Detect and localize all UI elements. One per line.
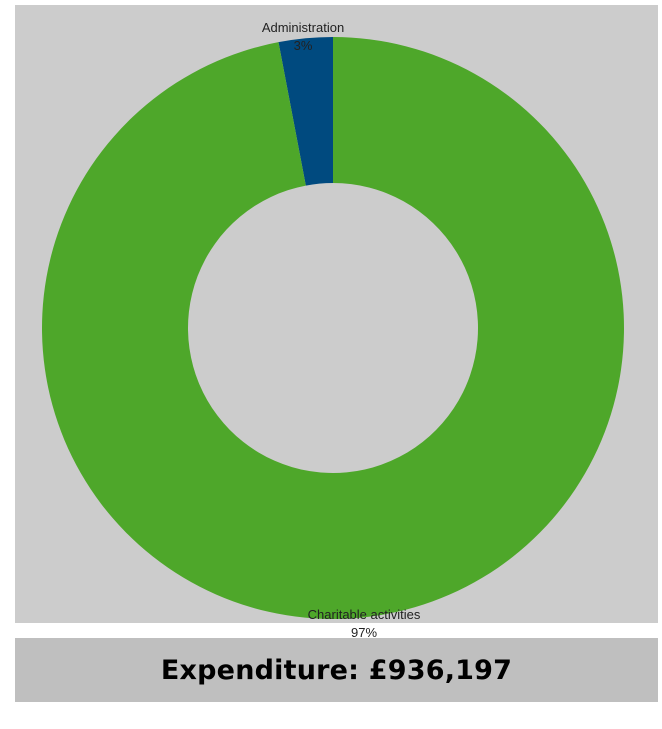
labels-group: Administration 3% Charitable activities 97% xyxy=(262,20,421,640)
slice-label-administration: Administration xyxy=(262,20,344,35)
slice-label-charitable-activities: Charitable activities xyxy=(308,607,421,622)
donut-chart: Administration 3% Charitable activities 97% xyxy=(42,20,625,640)
caption-bar: Expenditure: £936,197 xyxy=(15,638,658,702)
slice-charitable-activities xyxy=(42,37,625,619)
expenditure-caption: Expenditure: £936,197 xyxy=(160,654,513,686)
slice-administration xyxy=(278,37,333,186)
slices-group xyxy=(42,37,625,619)
slice-percent-administration: 3% xyxy=(294,38,313,53)
chart-panel: Administration 3% Charitable activities 97% xyxy=(15,5,658,640)
slice-percent-charitable-activities: 97% xyxy=(351,625,377,640)
